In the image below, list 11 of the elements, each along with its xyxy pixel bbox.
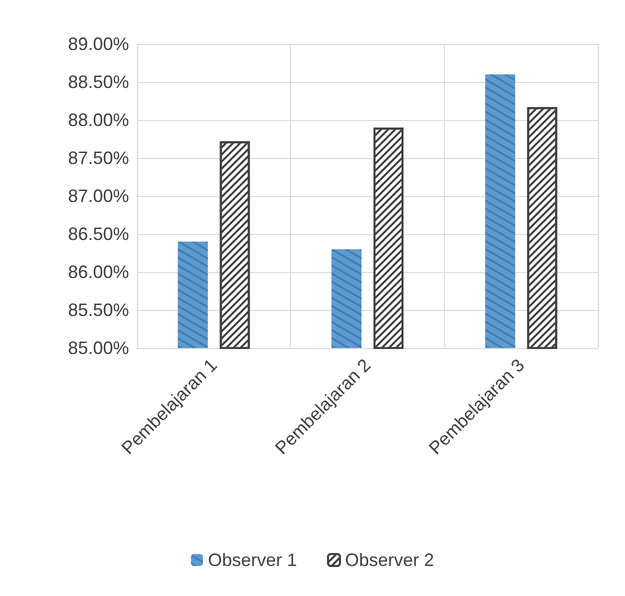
y-tick-label: 88.00% <box>68 110 129 130</box>
y-tick-label: 89.00% <box>68 34 129 54</box>
y-tick-label: 85.50% <box>68 300 129 320</box>
y-tick-label: 87.50% <box>68 148 129 168</box>
y-tick-label: 86.00% <box>68 262 129 282</box>
y-tick-label: 87.00% <box>68 186 129 206</box>
legend-label: Observer 1 <box>208 550 298 570</box>
y-tick-label: 86.50% <box>68 224 129 244</box>
legend-label: Observer 2 <box>345 550 434 570</box>
y-tick-label: 88.50% <box>68 72 129 92</box>
y-tick-label: 85.00% <box>68 338 129 358</box>
